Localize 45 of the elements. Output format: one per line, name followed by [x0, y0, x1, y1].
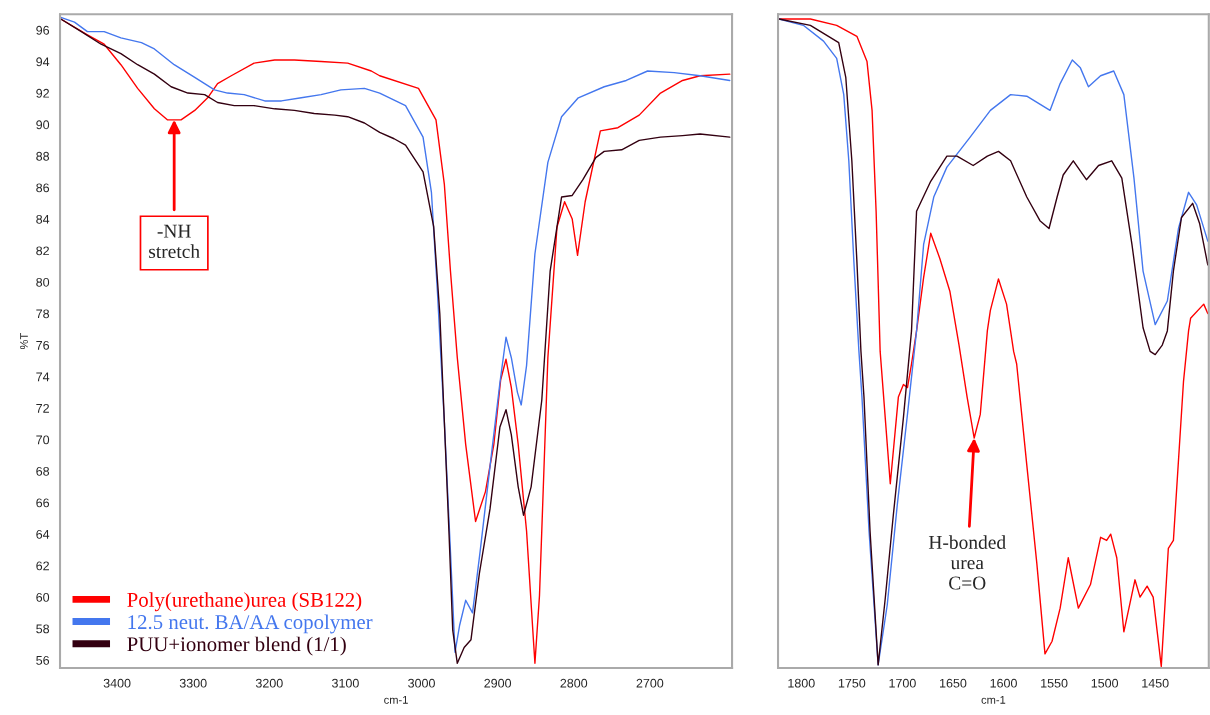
y-tick-label: 58 [36, 624, 50, 634]
x-tick-label: 1700 [889, 678, 916, 688]
y-tick-label: 90 [36, 120, 50, 130]
y-tick-label: 68 [36, 466, 50, 476]
y-axis-title: %T [20, 333, 28, 350]
x-tick-label: 3000 [408, 678, 435, 688]
y-tick-label: 64 [36, 529, 50, 539]
x-tick-label: 1600 [990, 678, 1017, 688]
y-tick-label: 96 [36, 25, 50, 35]
annotation: -NH stretch [149, 224, 200, 259]
x-tick-label: 1750 [838, 678, 866, 688]
x-tick-label: 1800 [788, 678, 815, 688]
x-tick-label: 1450 [1142, 678, 1169, 688]
annotation: H-bonded urea C=O [928, 535, 1006, 590]
y-tick-label: 76 [36, 340, 50, 350]
y-tick-label: 66 [36, 498, 50, 508]
legend-label: 12.5 neut. BA/AA copolymer [128, 614, 373, 634]
y-tick-label: 74 [36, 372, 50, 382]
x-tick-label: 3400 [103, 678, 131, 688]
x-tick-label: 2800 [560, 678, 588, 688]
y-tick-label: 60 [36, 592, 50, 602]
legend-label: Poly(urethane)urea (SB122) [127, 592, 362, 612]
y-tick-label: 94 [36, 57, 50, 67]
x-axis-title: cm-1 [384, 696, 408, 704]
x-axis-title: cm-1 [981, 696, 1006, 704]
y-tick-label: 86 [36, 183, 50, 193]
y-tick-label: 80 [36, 277, 50, 287]
legend-label: PUU+ionomer blend (1/1) [127, 636, 346, 656]
y-tick-label: 72 [36, 403, 49, 413]
x-tick-label: 3200 [255, 678, 283, 688]
y-tick-label: 70 [36, 435, 50, 445]
x-tick-label: 3300 [179, 678, 207, 688]
x-tick-label: 1500 [1091, 678, 1119, 688]
x-tick-label: 1650 [940, 678, 967, 688]
y-tick-label: 92 [36, 88, 49, 98]
y-tick-label: 78 [36, 309, 50, 319]
y-tick-label: 56 [36, 655, 50, 665]
x-tick-label: 2900 [484, 678, 512, 688]
y-tick-label: 88 [36, 151, 50, 161]
y-tick-label: 62 [36, 561, 49, 571]
x-tick-label: 2700 [636, 678, 664, 688]
x-tick-label: 3100 [332, 678, 359, 688]
y-tick-label: 82 [36, 246, 49, 256]
x-tick-label: 1550 [1041, 678, 1068, 688]
y-tick-label: 84 [36, 214, 50, 224]
